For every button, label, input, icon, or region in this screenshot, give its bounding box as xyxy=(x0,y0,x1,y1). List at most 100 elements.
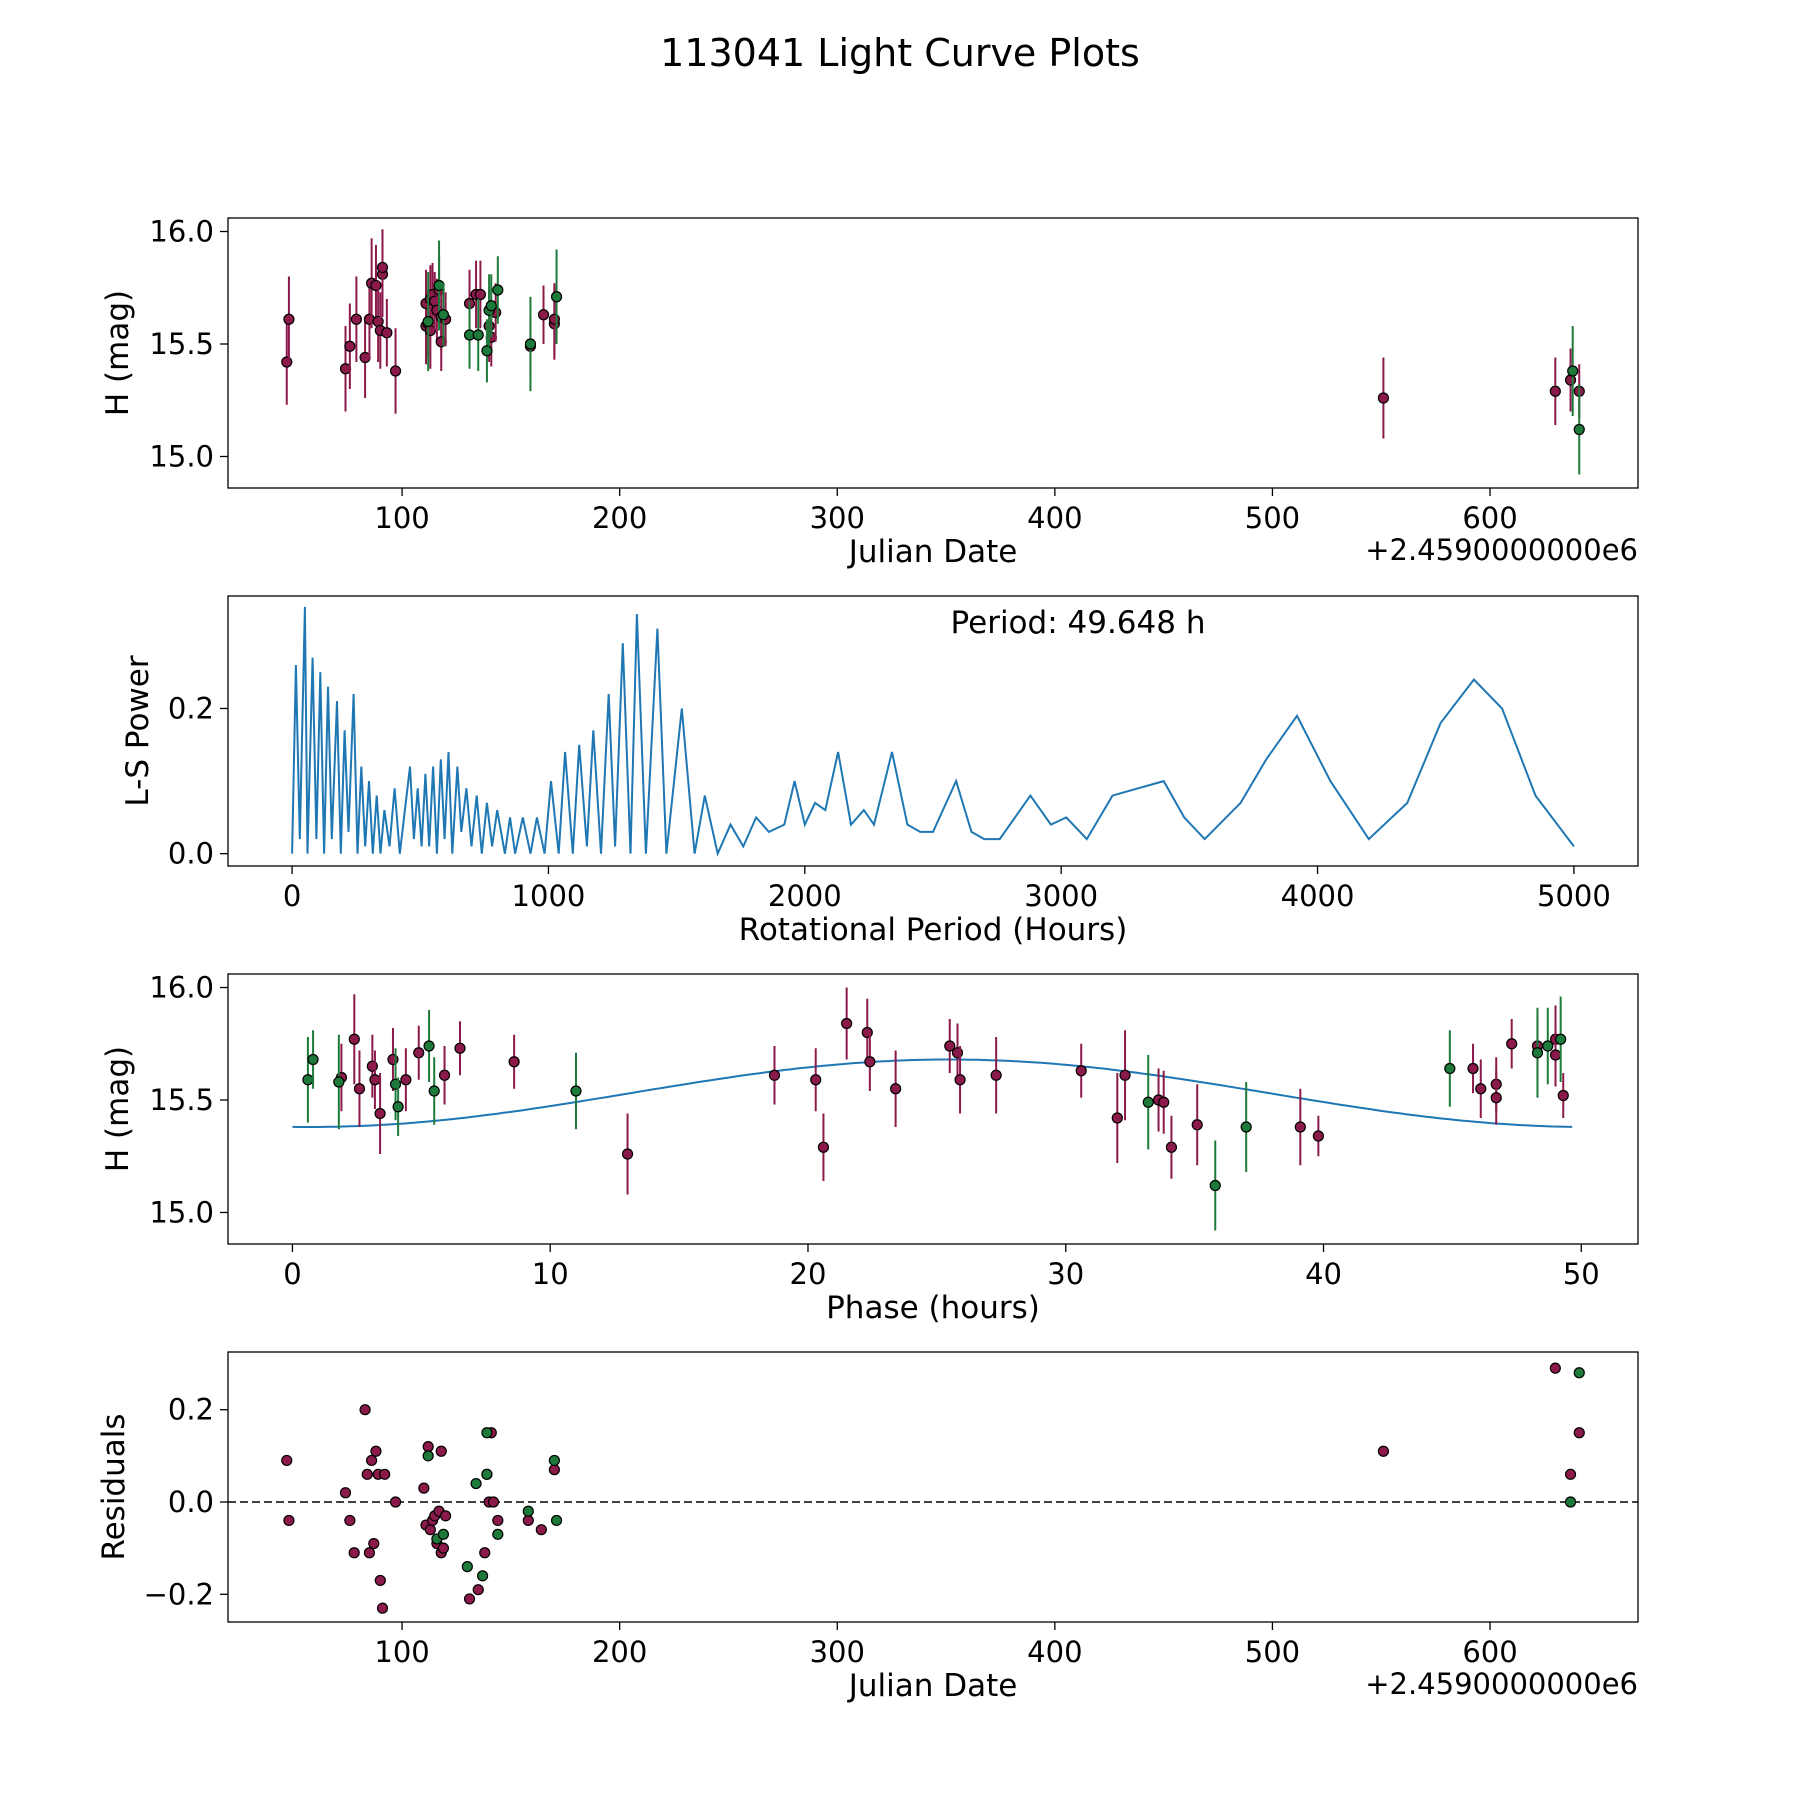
phased-fit-curve xyxy=(292,1058,1573,1128)
residuals-point-red xyxy=(366,1454,378,1467)
light-curve-panel: 100 200 300 400 500 600 15.0 15.5 16.0 Julian Da… xyxy=(100,215,1639,570)
residuals-point-green xyxy=(422,1450,434,1462)
residuals-plot-area: 100 200 300 400 500 600 −0.2 0.0 0.2 xyxy=(144,1362,1638,1669)
phased-light-curve-point-red xyxy=(841,1017,853,1030)
residuals-point-red xyxy=(487,1496,500,1508)
residuals-point-red xyxy=(363,1547,376,1559)
residuals-x-tick-label: 100 xyxy=(374,1635,429,1669)
light-curve-point-red xyxy=(370,279,382,292)
light-curve-x-label: Julian Date xyxy=(847,534,1018,570)
periodogram-x-tick-label: 4000 xyxy=(1281,879,1355,913)
residuals-point-red xyxy=(472,1584,484,1596)
phased-light-curve-point-red xyxy=(864,1056,876,1068)
residuals-x-label: Julian Date xyxy=(847,1668,1018,1704)
residuals-point-red xyxy=(283,1514,295,1527)
residuals-point-red xyxy=(439,1510,452,1522)
periodogram-x-tick-label: 2000 xyxy=(768,879,842,913)
phased-light-curve-point-red xyxy=(954,1074,966,1086)
residuals-point-red xyxy=(281,1454,293,1467)
residuals-point-red xyxy=(522,1514,534,1527)
light-curve-point-red xyxy=(1377,392,1390,404)
residuals-point-green xyxy=(470,1477,482,1490)
periodogram-x-tick-label: 3000 xyxy=(1024,879,1098,913)
phased-light-curve-point-green xyxy=(1542,1040,1554,1052)
phased-light-curve-point-red xyxy=(348,1033,360,1045)
residuals-point-green xyxy=(461,1561,473,1573)
light-curve-point-red xyxy=(389,365,402,377)
phased-light-curve-point-red xyxy=(400,1074,412,1086)
residuals-point-red xyxy=(361,1468,373,1480)
residuals-point-red xyxy=(437,1542,450,1554)
residuals-point-green xyxy=(492,1528,504,1540)
phased-light-curve-point-red xyxy=(1467,1062,1479,1075)
phased-light-curve-x-tick-label: 30 xyxy=(1047,1257,1084,1291)
residuals-point-red xyxy=(368,1537,380,1550)
residuals-point-red xyxy=(492,1514,504,1527)
phased-light-curve-panel: 0 10 20 30 40 50 15.0 15.5 16.0 Phase (hours) H … xyxy=(100,971,1639,1326)
light-curve-point-red xyxy=(281,356,293,368)
figure-title: 113041 Light Curve Plots xyxy=(660,31,1140,75)
phased-light-curve-point-red xyxy=(1294,1121,1306,1133)
phased-light-curve-y-label: H (mag) xyxy=(100,1046,136,1172)
light-curve-point-red xyxy=(283,313,295,325)
phased-light-curve-point-red xyxy=(369,1074,381,1086)
periodogram-x-tick-label: 5000 xyxy=(1537,879,1611,913)
light-curve-point-red xyxy=(381,327,393,339)
light-curve-point-green xyxy=(1573,423,1585,436)
phased-light-curve-point-green xyxy=(1209,1179,1221,1192)
residuals-frame xyxy=(227,1351,1639,1623)
residuals-point-green xyxy=(548,1454,560,1467)
periodogram-x-tick-label: 1000 xyxy=(512,879,586,913)
phased-light-curve-point-red xyxy=(508,1056,520,1068)
phased-light-curve-point-green xyxy=(1240,1121,1252,1133)
periodogram-plot-area: 0 1000 2000 3000 4000 5000 0.0 0.2 xyxy=(168,606,1611,913)
light-curve-y-tick-label: 16.0 xyxy=(149,215,214,249)
light-curve-point-red xyxy=(474,288,487,301)
residuals-y-tick-label: 0.0 xyxy=(168,1485,214,1519)
light-curve-point-green xyxy=(485,300,497,312)
residuals-point-red xyxy=(535,1524,547,1536)
phased-light-curve-point-red xyxy=(1165,1141,1178,1153)
residuals-x-tick-label: 600 xyxy=(1462,1635,1517,1669)
phased-light-curve-point-green xyxy=(428,1085,440,1097)
phased-light-curve-x-tick-label: 50 xyxy=(1563,1257,1600,1291)
phased-light-curve-point-green xyxy=(302,1074,314,1086)
phased-light-curve-point-red xyxy=(454,1042,466,1054)
phased-light-curve-x-label: Phase (hours) xyxy=(826,1290,1040,1326)
light-curve-plot-area: 100 200 300 400 500 600 15.0 15.5 16.0 xyxy=(149,215,1585,535)
residuals-point-green xyxy=(522,1505,534,1517)
residuals-point-red xyxy=(376,1602,389,1614)
light-curve-y-tick-label: 15.5 xyxy=(149,327,214,361)
light-curve-x-tick-label: 300 xyxy=(810,501,865,535)
residuals-y-label: Residuals xyxy=(96,1413,132,1560)
residuals-point-red xyxy=(370,1445,382,1457)
light-curve-point-green xyxy=(1567,365,1579,377)
periodogram-y-tick-label: 0.2 xyxy=(168,692,214,726)
residuals-point-green xyxy=(481,1427,493,1439)
residuals-x-tick-label: 500 xyxy=(1245,1635,1300,1669)
phased-light-curve-point-red xyxy=(1312,1130,1324,1142)
phased-light-curve-point-red xyxy=(1191,1119,1203,1131)
periodogram-panel: 0 1000 2000 3000 4000 5000 0.0 0.2 Period: 49.6… xyxy=(120,595,1639,948)
phased-light-curve-point-red xyxy=(817,1141,830,1153)
light-curve-point-red xyxy=(1564,374,1577,386)
phased-light-curve-point-red xyxy=(810,1074,822,1086)
phased-light-curve-frame xyxy=(227,973,1639,1245)
phased-light-curve-x-tick-label: 40 xyxy=(1305,1257,1342,1291)
light-curve-x-tick-label: 200 xyxy=(592,501,647,535)
residuals-x-tick-label: 200 xyxy=(592,1635,647,1669)
residuals-point-green xyxy=(437,1528,450,1540)
residuals-point-red xyxy=(424,1524,436,1536)
phased-light-curve-point-red xyxy=(621,1148,634,1160)
residuals-point-red xyxy=(359,1404,371,1416)
light-curve-point-red xyxy=(372,315,384,328)
residuals-x-offset-label: +2.4590000000e6 xyxy=(1365,1667,1638,1701)
phased-light-curve-plot-area: 0 10 20 30 40 50 15.0 15.5 16.0 xyxy=(149,971,1599,1292)
phased-light-curve-point-green xyxy=(333,1076,345,1088)
phased-light-curve-y-tick-label: 15.5 xyxy=(149,1083,214,1117)
residuals-point-green xyxy=(476,1570,489,1582)
residuals-point-red xyxy=(348,1547,360,1559)
phased-light-curve-point-red xyxy=(438,1069,451,1081)
